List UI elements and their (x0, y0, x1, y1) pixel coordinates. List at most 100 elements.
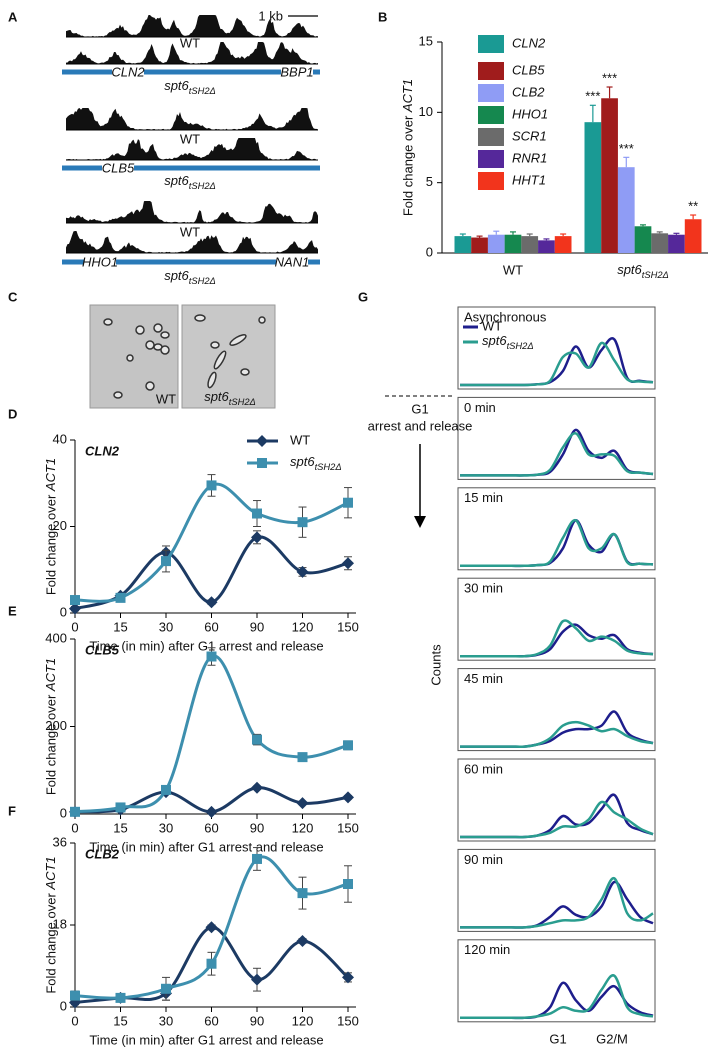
wt-label: WT (180, 224, 200, 239)
gene-label-gap (112, 66, 144, 78)
x-axis-label: Time (in min) after G1 arrest and releas… (89, 839, 323, 854)
histogram-curve (460, 800, 654, 839)
bar (634, 226, 652, 253)
histogram-curve (460, 720, 654, 749)
x-tick-label: 30 (159, 1013, 173, 1028)
histogram-curve (460, 432, 654, 477)
mutant-label: spt6tSH2Δ (164, 78, 216, 96)
marker (206, 651, 217, 662)
chart-title: CLN2 (85, 443, 120, 458)
scale-bar-label: 1 kb (258, 8, 283, 23)
legend-swatch (478, 128, 504, 146)
gene-annotation-bar (62, 165, 320, 171)
marker (251, 973, 263, 986)
bar (584, 122, 602, 254)
marker (70, 990, 80, 1001)
legend-label: WT (290, 432, 310, 447)
y-axis-label: Fold change over ACT1 (43, 856, 58, 993)
x-tick-label: 0 (71, 820, 78, 835)
chart-title: CLB5 (85, 642, 120, 657)
legend-label: CLB2 (512, 84, 545, 99)
legend-label: HHT1 (512, 172, 546, 187)
x-tick-label: 90 (250, 820, 264, 835)
mutant-label: spt6tSH2Δ (164, 173, 216, 191)
panel-letter: E (8, 603, 17, 618)
marker (297, 888, 308, 899)
legend-label: CLB5 (512, 62, 545, 77)
annotation: G1 (411, 401, 428, 416)
coverage-track (66, 138, 318, 160)
y-tick-label: 10 (419, 104, 433, 119)
bar (487, 234, 505, 253)
wt-label: WT (180, 131, 200, 146)
marker (342, 557, 354, 570)
marker (70, 806, 80, 817)
panel-letter: C (8, 289, 18, 304)
x-tick-label: 90 (250, 1013, 264, 1028)
legend-swatch (478, 106, 504, 124)
marker (161, 983, 171, 994)
y-tick-label: 0 (60, 805, 67, 820)
marker (115, 802, 126, 813)
marker (296, 565, 309, 578)
bar (538, 240, 555, 253)
legend-label: RNR1 (512, 150, 547, 165)
marker (70, 595, 80, 606)
annotation: arrest and release (368, 418, 473, 433)
y-axis-label: Fold change over ACT1 (43, 658, 58, 795)
x-axis-label: Time (in min) after G1 arrest and releas… (89, 638, 323, 653)
gene-label-gap (276, 256, 308, 268)
significance-label: *** (619, 141, 634, 156)
image-label: WT (156, 391, 176, 406)
y-tick-label: 5 (426, 174, 433, 189)
x-tick-label: 150 (337, 820, 359, 835)
image-label: spt6tSH2Δ (204, 389, 256, 407)
x-region-label: G2/M (596, 1031, 628, 1046)
marker (115, 992, 126, 1003)
marker (205, 921, 218, 934)
bar (454, 236, 472, 253)
legend-label: CLN2 (512, 35, 546, 50)
bar (554, 236, 572, 253)
panel-title: 15 min (464, 490, 503, 505)
gene-label: CLB5 (102, 160, 135, 175)
legend-swatch (478, 62, 504, 80)
histogram-panel (457, 306, 656, 390)
panel-title: 30 min (464, 581, 503, 596)
marker (296, 797, 309, 810)
chart-title: CLB2 (85, 846, 120, 861)
legend-label: spt6tSH2Δ (290, 454, 342, 472)
legend-label: HHO1 (512, 106, 548, 121)
bar (684, 219, 702, 253)
y-tick-label: 20 (53, 518, 67, 533)
marker (252, 734, 262, 745)
y-tick-label: 200 (45, 718, 67, 733)
bar (651, 233, 669, 253)
gene-label-gap (84, 256, 116, 268)
bar (668, 234, 685, 253)
marker (205, 805, 218, 818)
histogram-curve (460, 341, 654, 387)
panel-title: 90 min (464, 852, 503, 867)
y-axis-label: Fold change over ACT1 (400, 79, 415, 216)
marker (252, 853, 262, 864)
significance-label: *** (602, 70, 617, 85)
gene-label-gap (102, 162, 134, 174)
histogram-panel (457, 487, 656, 571)
x-tick-label: 30 (159, 820, 173, 835)
marker (343, 740, 353, 751)
x-region-label: G1 (549, 1031, 566, 1046)
panel-title: 45 min (464, 671, 503, 686)
panel-letter: A (8, 9, 18, 24)
marker (251, 531, 263, 544)
histogram-curve (460, 619, 654, 658)
histogram-curve (460, 519, 654, 568)
marker (161, 556, 171, 567)
x-tick-label: 0 (71, 619, 78, 634)
legend-marker (257, 458, 267, 468)
arrow-head (414, 516, 426, 528)
panel-title: Asynchronous (464, 309, 547, 324)
marker (296, 934, 309, 947)
histogram-curve (460, 877, 654, 929)
